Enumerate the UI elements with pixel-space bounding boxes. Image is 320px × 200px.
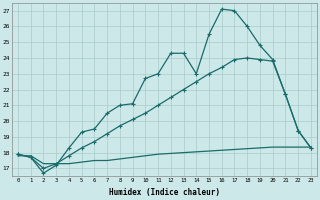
- X-axis label: Humidex (Indice chaleur): Humidex (Indice chaleur): [109, 188, 220, 197]
